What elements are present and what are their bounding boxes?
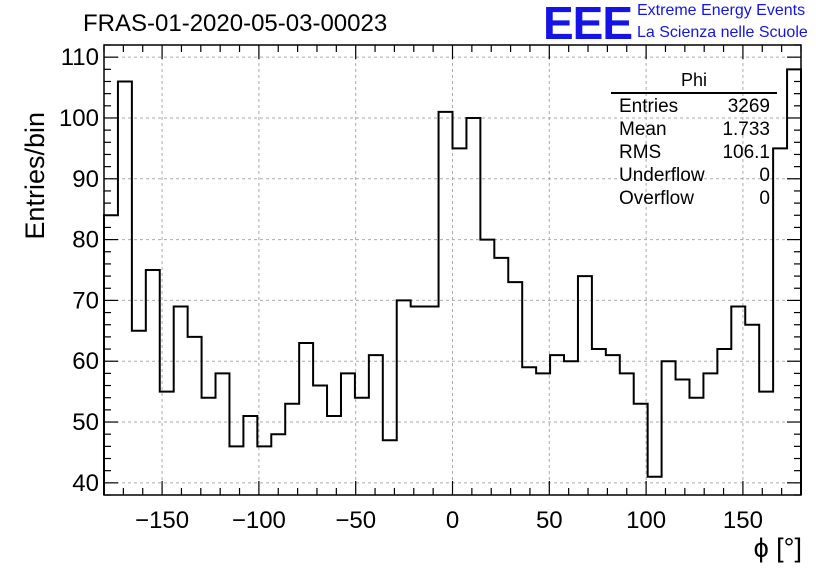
y-axis-label: Entries/bin [20, 112, 50, 240]
stats-row-overflow: Overflow 0 [611, 187, 777, 210]
x-tick-label: 150 [723, 507, 763, 534]
stats-row-underflow: Underflow 0 [611, 164, 777, 187]
plot-title: FRAS-01-2020-05-03-00023 [83, 10, 388, 37]
stats-label: Entries [619, 96, 679, 117]
x-tick-label: 100 [626, 507, 666, 534]
stats-label: Underflow [619, 165, 705, 186]
histogram-line [103, 68, 802, 495]
y-tick-label: 60 [72, 348, 99, 375]
y-tick-label: 110 [61, 44, 99, 71]
grid-lines [104, 45, 801, 495]
stats-label: Mean [619, 119, 667, 140]
stats-row-entries: Entries 3269 [611, 95, 777, 118]
y-tick-label: 90 [72, 166, 99, 193]
stats-row-rms: RMS 106.1 [611, 141, 777, 164]
stats-label: RMS [619, 142, 662, 163]
stats-label: Overflow [619, 188, 694, 209]
eee-logo: EEE [543, 0, 633, 49]
y-tick-label: 50 [72, 409, 99, 436]
axis-ticks [103, 44, 802, 496]
x-tick-label: −100 [232, 507, 286, 534]
y-tick-label: 40 [72, 470, 99, 497]
logo-line-2: La Scienza nelle Scuole [637, 24, 808, 41]
stats-value: 3269 [727, 96, 770, 117]
y-tick-label: 80 [72, 227, 99, 254]
stats-value: 1.733 [722, 119, 770, 140]
x-tick-label: 0 [446, 507, 459, 534]
y-tick-label: 100 [59, 105, 99, 132]
stats-value: 0 [759, 165, 770, 186]
stats-value: 106.1 [722, 142, 770, 163]
x-tick-label: 50 [536, 507, 563, 534]
stats-value: 0 [759, 188, 770, 209]
stats-name: Phi [611, 70, 777, 94]
x-axis-label: ϕ [°] [753, 533, 802, 563]
x-tick-label: −150 [135, 507, 189, 534]
tick-labels: −150 −100 −50 0 50 100 150 40 50 60 70 80 90 100 110 [59, 44, 763, 534]
stats-row-mean: Mean 1.733 [611, 118, 777, 141]
x-tick-label: −50 [335, 507, 376, 534]
stats-box: Phi Entries 3269 Mean 1.733 RMS 106.1 Un… [611, 70, 777, 210]
y-tick-label: 70 [72, 287, 99, 314]
logo-line-1: Extreme Energy Events [637, 2, 806, 19]
